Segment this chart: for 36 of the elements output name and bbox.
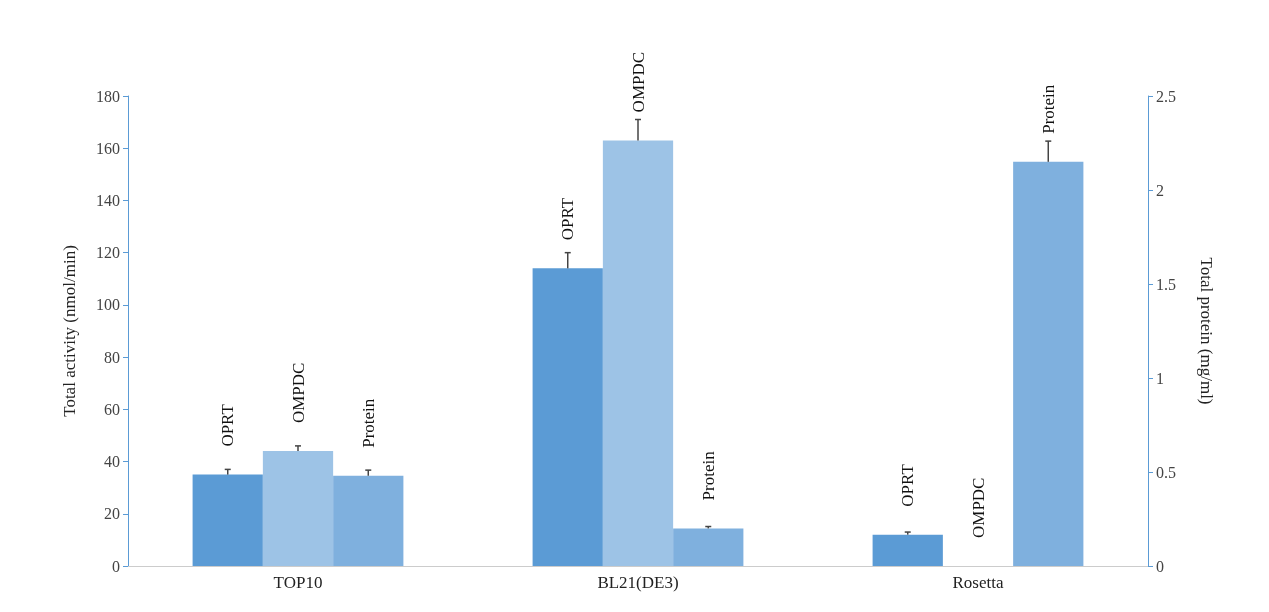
text: Protein <box>698 451 718 501</box>
text: Protein <box>358 398 378 448</box>
text: OMPDC <box>628 51 648 113</box>
bar <box>673 528 744 566</box>
bar <box>192 474 263 566</box>
text: OPRT <box>898 463 918 507</box>
y-tick-label: 40 <box>104 453 120 471</box>
y-axis-title: Total activity (nmol/min) <box>60 245 79 417</box>
y-tick-label: 180 <box>96 87 120 105</box>
text: OMPDC <box>968 477 988 538</box>
y-tick-label: 80 <box>104 348 120 366</box>
y-tick-label: 0 <box>112 557 120 575</box>
x-tick-label: BL21(DE3) <box>597 573 679 592</box>
y-tick-label: 60 <box>104 400 120 418</box>
y-tick-label: 160 <box>96 139 120 157</box>
bar <box>1013 161 1084 566</box>
bar <box>602 140 674 566</box>
y-tick-label: 140 <box>96 191 120 209</box>
y2-axis-title: Total protein (mg/ml) <box>1197 257 1216 405</box>
y2-tick-label: 0 <box>1156 557 1164 575</box>
bar <box>872 534 943 566</box>
y-tick-label: 120 <box>96 244 120 262</box>
y2-tick-label: 2.5 <box>1156 87 1176 105</box>
text: OMPDC <box>288 362 308 424</box>
text: OPRT <box>218 404 238 447</box>
text: OPRT <box>558 197 578 241</box>
text: Protein <box>1038 84 1058 134</box>
bar <box>532 268 603 566</box>
y2-tick-label: 2 <box>1156 181 1164 199</box>
y2-tick-label: 1.5 <box>1156 275 1176 293</box>
x-tick-label: Rosetta <box>952 573 1004 592</box>
y2-tick-label: 1 <box>1156 369 1164 387</box>
y-tick-label: 20 <box>104 505 120 523</box>
y2-tick-label: 0.5 <box>1156 463 1176 481</box>
x-tick-label: TOP10 <box>273 573 323 592</box>
y-tick-label: 100 <box>96 296 120 314</box>
